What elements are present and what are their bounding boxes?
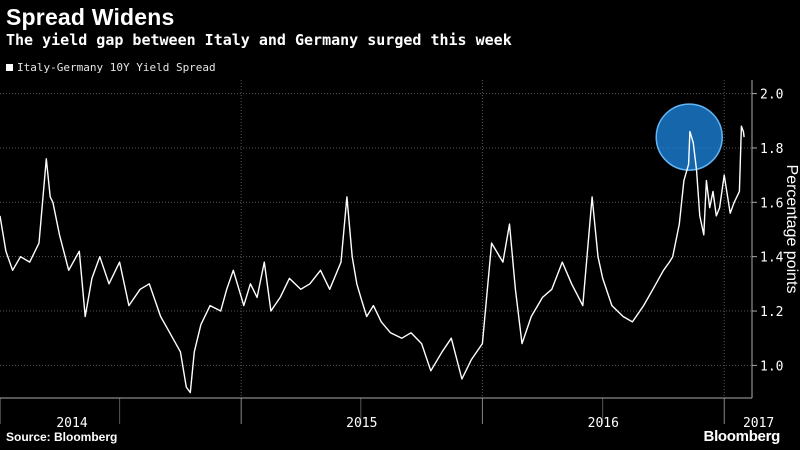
y-tick-label: 1.4 (760, 251, 784, 266)
y-tick-label: 1.0 (760, 359, 783, 374)
y-tick-label: 1.2 (760, 305, 783, 320)
source-note: Source: Bloomberg (6, 430, 118, 444)
y-tick-label: 2.0 (760, 88, 783, 103)
x-tick-label: 2016 (588, 416, 619, 431)
brand-logo: Bloomberg (703, 428, 781, 445)
legend-label: Italy-Germany 10Y Yield Spread (17, 61, 216, 74)
series-line (0, 125, 745, 394)
y-axis-title: Percentage points (783, 165, 800, 294)
chart-subtitle: The yield gap between Italy and Germany … (6, 31, 512, 49)
legend-swatch (6, 64, 13, 71)
chart-legend: Italy-Germany 10Y Yield Spread (6, 61, 216, 74)
x-tick-label: 2017 (743, 416, 774, 431)
y-tick-label: 1.8 (760, 142, 783, 157)
y-tick-label: 1.6 (760, 196, 783, 211)
x-tick-label: 2014 (56, 416, 87, 431)
x-tick-label: 2015 (346, 416, 377, 431)
chart-title: Spread Widens (6, 4, 175, 30)
